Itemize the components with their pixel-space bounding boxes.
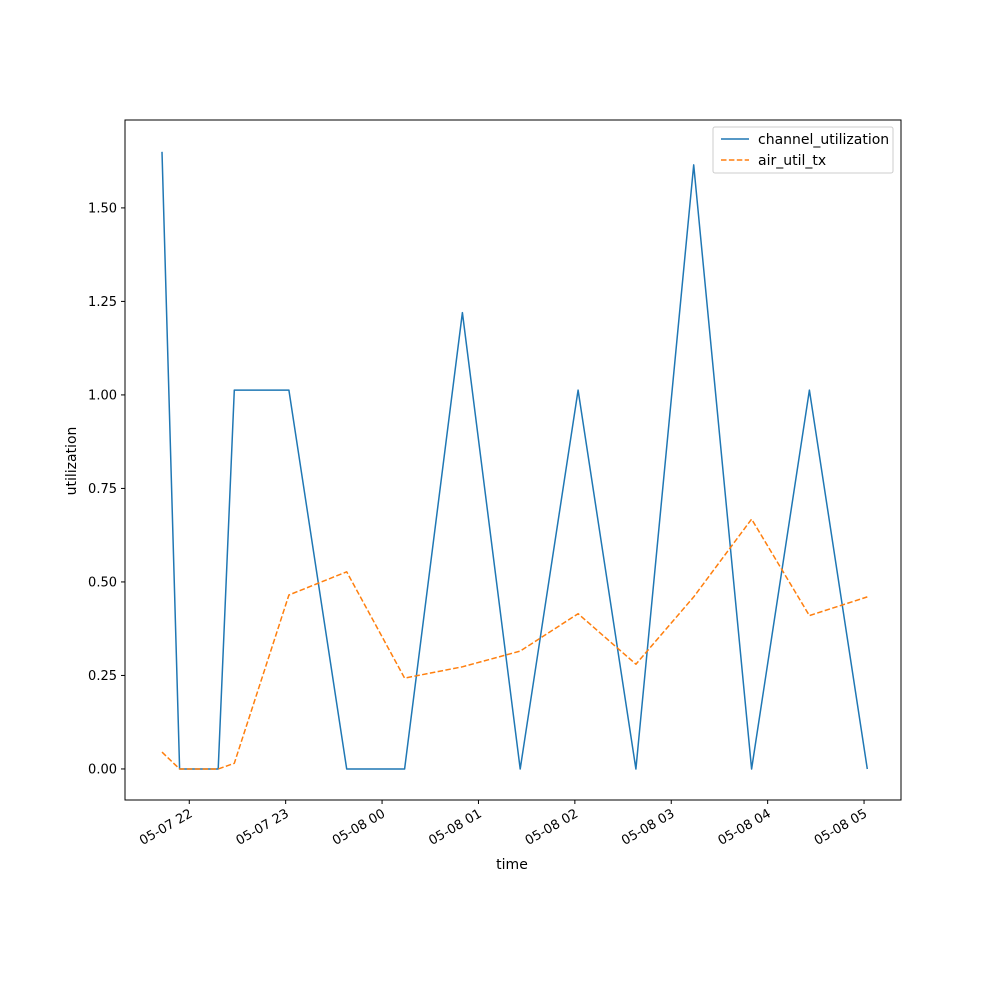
y-tick-label: 0.50: [88, 575, 117, 590]
y-tick-label: 1.50: [88, 201, 117, 216]
x-tick-label: 05-07 22: [137, 806, 195, 848]
legend: channel_utilization air_util_tx: [712, 126, 894, 174]
x-tick-label: 05-08 04: [716, 806, 774, 848]
x-tick-label: 05-08 05: [812, 806, 870, 848]
axes-frame: [124, 119, 902, 801]
y-tick-label: 1.00: [88, 388, 117, 403]
y-tick-label: 0.25: [88, 669, 117, 684]
series-layer: [161, 151, 869, 770]
y-tick-label: 0.75: [88, 482, 117, 497]
y-tick-label: 1.25: [88, 295, 117, 310]
x-tick-label: 05-08 02: [523, 806, 581, 848]
x-axis-label: time: [496, 857, 528, 873]
x-tick-label: 05-08 03: [619, 806, 677, 848]
series-line-air-util-tx: [161, 518, 868, 770]
x-tick-label: 05-08 01: [426, 806, 484, 848]
legend-label-channel-utilization: channel_utilization: [758, 132, 889, 148]
x-tick-label: 05-07 23: [234, 806, 292, 848]
x-tick-label: 05-08 00: [330, 806, 388, 848]
legend-box: [712, 126, 894, 174]
y-tick-label: 0.00: [88, 762, 117, 777]
plot-area: [125, 120, 901, 800]
series-line-channel-utilization: [161, 151, 869, 770]
legend-label-air-util-tx: air_util_tx: [758, 153, 826, 169]
y-axis-label: utilization: [64, 427, 80, 496]
plot-background: [125, 120, 901, 800]
